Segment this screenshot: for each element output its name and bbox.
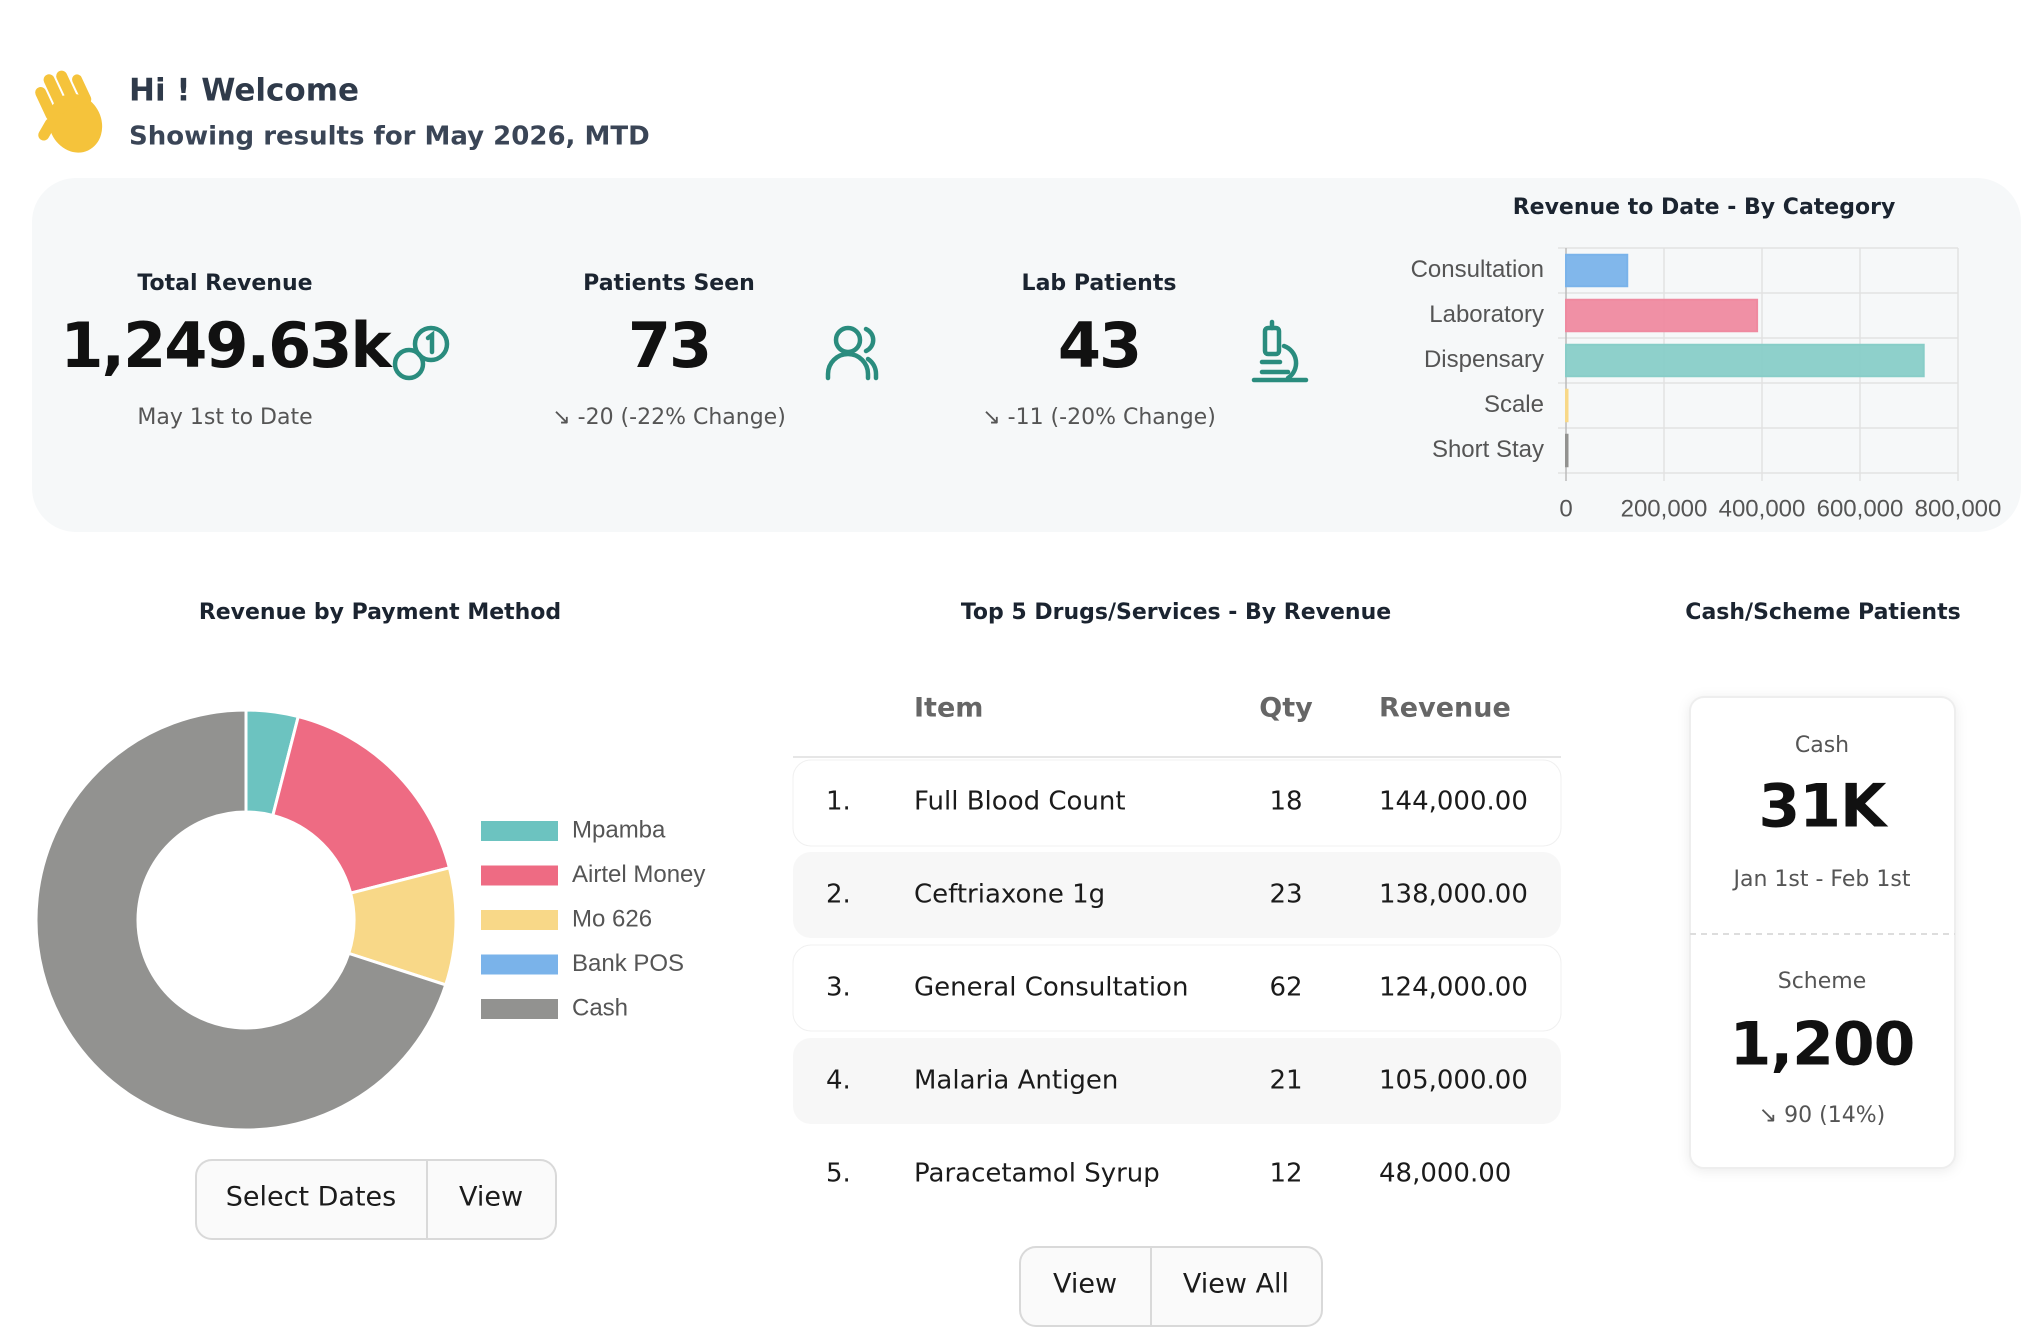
legend-swatch <box>481 954 558 975</box>
cash-scheme-card <box>1689 696 1956 1169</box>
kpi-note: ↘ -20 (-22% Change) <box>552 405 786 430</box>
wave-icon <box>35 70 103 153</box>
select-dates-button[interactable]: Select Dates <box>226 1182 396 1213</box>
view-button[interactable]: View <box>459 1182 523 1213</box>
item-revenue: 48,000.00 <box>1379 1159 1511 1189</box>
x-tick-label: 800,000 <box>1915 495 2002 522</box>
welcome-subtitle: Showing results for May 2026, MTD <box>129 122 650 152</box>
welcome-title: Hi ! Welcome <box>129 73 359 109</box>
column-header: Item <box>914 693 983 724</box>
legend-label: Mpamba <box>572 816 666 843</box>
kpi-label: Lab Patients <box>1022 271 1177 296</box>
item-qty: 62 <box>1269 973 1302 1003</box>
table-row-bg <box>792 759 1562 847</box>
kpi-label: Patients Seen <box>583 271 755 296</box>
kpi-value: 1,249.63k <box>60 309 393 382</box>
card-note: ↘ 90 (14%) <box>1759 1103 1885 1128</box>
x-tick-label: 200,000 <box>1621 495 1708 522</box>
view-all-button[interactable]: View All <box>1183 1269 1289 1300</box>
row-number: 5. <box>826 1159 851 1189</box>
row-number: 3. <box>826 973 851 1003</box>
card-label: Cash <box>1795 733 1849 758</box>
y-tick-label: Laboratory <box>1429 301 1544 328</box>
row-number: 4. <box>826 1066 851 1096</box>
kpi-panel <box>32 178 2021 532</box>
chart-title: Revenue to Date - By Category <box>1513 195 1896 220</box>
legend-label: Airtel Money <box>572 861 705 888</box>
legend-swatch <box>481 821 558 841</box>
table-row-bg <box>793 1038 1561 1124</box>
column-header: Revenue <box>1379 693 1511 724</box>
column-header: Qty <box>1259 693 1313 724</box>
button-group <box>195 1159 557 1240</box>
kpi-note: May 1st to Date <box>137 405 312 430</box>
table-row-bg <box>793 852 1561 938</box>
users-icon <box>825 325 879 381</box>
card-note: Jan 1st - Feb 1st <box>1732 867 1911 892</box>
y-tick-label: Dispensary <box>1424 346 1544 373</box>
row-number: 1. <box>826 787 851 817</box>
item-name: Paracetamol Syrup <box>914 1159 1160 1189</box>
item-revenue: 144,000.00 <box>1379 787 1528 817</box>
item-qty: 23 <box>1269 880 1302 910</box>
item-qty: 21 <box>1269 1066 1302 1096</box>
bar <box>1565 253 1629 288</box>
legend-label: Cash <box>572 994 628 1021</box>
microscope-icon <box>1251 319 1309 383</box>
item-revenue: 124,000.00 <box>1379 973 1528 1003</box>
kpi-value: 73 <box>628 309 710 382</box>
kpi-value: 43 <box>1058 309 1140 382</box>
card-value: 31K <box>1759 772 1889 842</box>
card-label: Scheme <box>1778 969 1867 994</box>
legend-swatch <box>481 910 558 930</box>
item-qty: 12 <box>1269 1159 1302 1189</box>
legend-label: Mo 626 <box>572 905 652 932</box>
bar <box>1565 343 1925 378</box>
y-tick-label: Consultation <box>1411 256 1544 283</box>
item-revenue: 105,000.00 <box>1379 1066 1528 1096</box>
section-title: Cash/Scheme Patients <box>1685 600 1960 625</box>
y-tick-label: Short Stay <box>1432 436 1544 463</box>
item-name: Malaria Antigen <box>914 1066 1118 1096</box>
kpi-note: ↘ -11 (-20% Change) <box>982 405 1216 430</box>
kpi-label: Total Revenue <box>137 271 312 296</box>
x-tick-label: 0 <box>1559 495 1572 522</box>
section-title: Top 5 Drugs/Services - By Revenue <box>961 600 1391 625</box>
button-group <box>1019 1246 1323 1327</box>
table-row-bg <box>792 944 1562 1032</box>
card-value: 1,200 <box>1730 1010 1915 1080</box>
y-tick-label: Scale <box>1484 391 1544 418</box>
x-tick-label: 600,000 <box>1817 495 1904 522</box>
bar <box>1565 433 1569 468</box>
item-revenue: 138,000.00 <box>1379 880 1528 910</box>
legend-swatch <box>481 999 558 1019</box>
row-number: 2. <box>826 880 851 910</box>
view-button[interactable]: View <box>1053 1269 1117 1300</box>
item-name: Ceftriaxone 1g <box>914 880 1105 910</box>
item-qty: 18 <box>1269 787 1302 817</box>
bar <box>1565 388 1569 423</box>
donut-slice <box>271 714 452 895</box>
item-name: General Consultation <box>914 973 1188 1003</box>
chart-title: Revenue by Payment Method <box>199 600 561 625</box>
legend-swatch <box>481 865 558 886</box>
bar <box>1565 298 1759 333</box>
legend-label: Bank POS <box>572 950 684 977</box>
coins-icon <box>392 325 450 381</box>
donut-slice <box>34 708 448 1132</box>
x-tick-label: 400,000 <box>1719 495 1806 522</box>
item-name: Full Blood Count <box>914 787 1126 817</box>
